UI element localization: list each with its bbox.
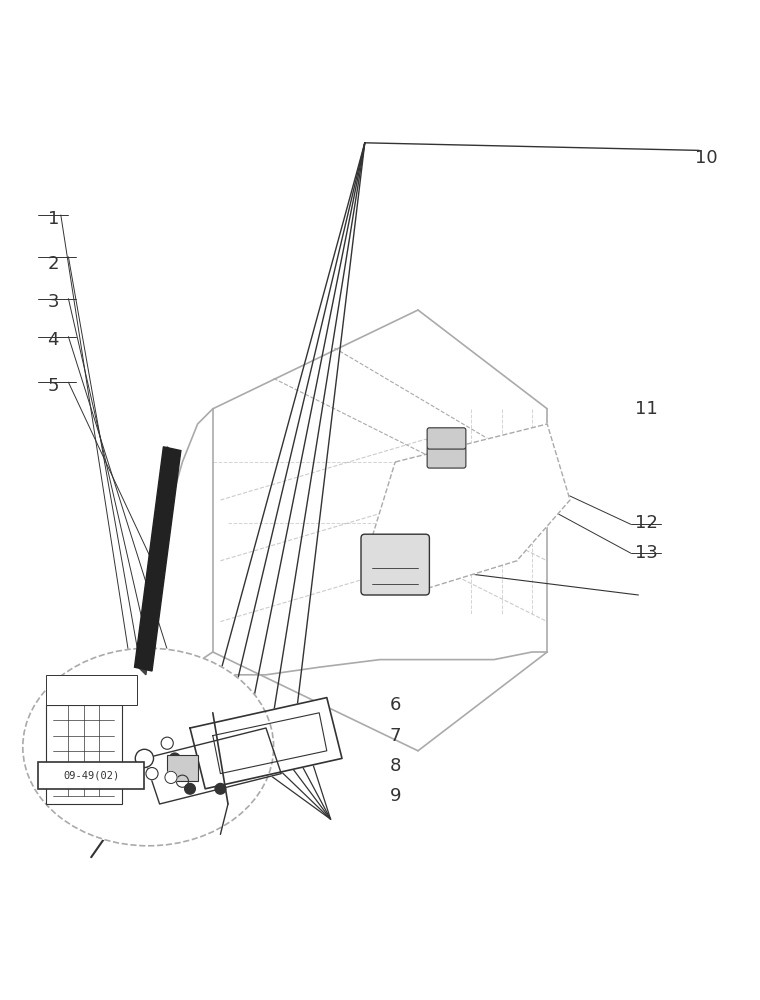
Circle shape	[161, 737, 173, 749]
Polygon shape	[365, 424, 570, 591]
Circle shape	[146, 768, 158, 780]
Text: 12: 12	[635, 514, 657, 532]
Circle shape	[165, 771, 177, 783]
FancyBboxPatch shape	[361, 534, 429, 595]
Polygon shape	[190, 698, 342, 789]
Text: 2: 2	[47, 255, 59, 273]
FancyBboxPatch shape	[427, 428, 466, 449]
Bar	[167, 755, 198, 781]
Text: 5: 5	[47, 377, 59, 395]
Circle shape	[169, 753, 180, 764]
Bar	[38, 762, 144, 789]
Text: 4: 4	[47, 331, 59, 349]
Polygon shape	[138, 447, 175, 675]
Text: 7: 7	[389, 727, 401, 745]
Text: 1: 1	[48, 210, 59, 228]
Text: 8: 8	[390, 757, 401, 775]
Polygon shape	[135, 447, 181, 671]
Bar	[46, 675, 137, 705]
Text: 6: 6	[390, 696, 401, 714]
Circle shape	[185, 783, 195, 794]
Text: 9: 9	[389, 787, 401, 805]
Text: 3: 3	[47, 293, 59, 311]
Text: 10: 10	[695, 149, 718, 167]
FancyBboxPatch shape	[427, 447, 466, 468]
Polygon shape	[144, 728, 281, 804]
Text: 11: 11	[635, 400, 657, 418]
Text: 09-49(02): 09-49(02)	[63, 770, 119, 780]
Ellipse shape	[23, 648, 274, 846]
Circle shape	[176, 775, 188, 787]
Bar	[46, 705, 122, 804]
Circle shape	[135, 749, 154, 768]
Text: 13: 13	[635, 544, 657, 562]
Circle shape	[215, 783, 226, 794]
